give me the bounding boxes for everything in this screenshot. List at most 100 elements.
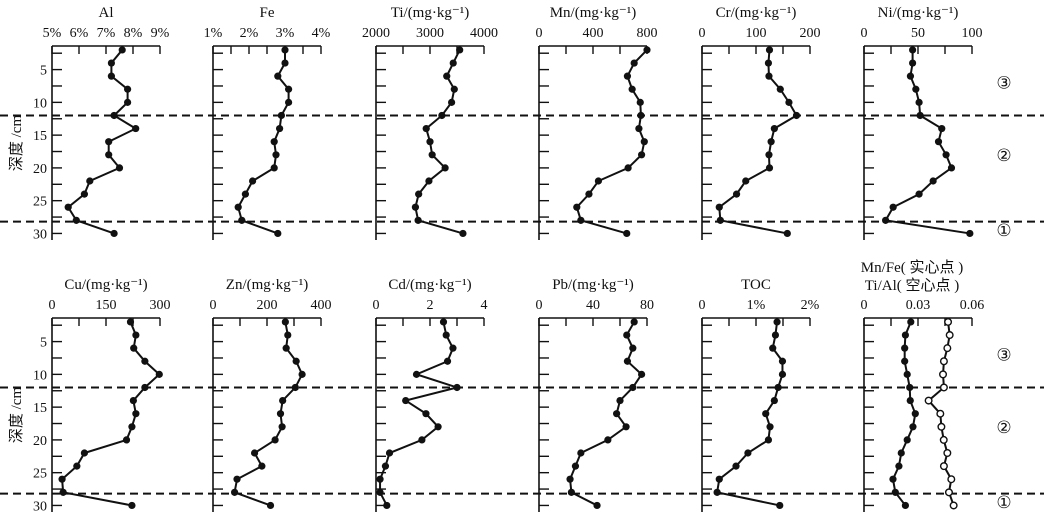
- x-tick-label: 0.03: [906, 298, 931, 313]
- data-point: [909, 59, 917, 67]
- y-tick-label: 30: [33, 499, 47, 514]
- data-point: [628, 85, 636, 93]
- series-line: [233, 321, 304, 507]
- data-point-open: [949, 501, 958, 510]
- x-tick-label: 0: [536, 298, 543, 313]
- series-line: [884, 49, 970, 235]
- data-point: [118, 46, 126, 54]
- data-point: [637, 111, 645, 120]
- data-point: [422, 124, 430, 133]
- series-line: [66, 49, 138, 235]
- x-tick-label: 2%: [801, 298, 820, 313]
- data-point: [443, 72, 451, 80]
- data-point: [425, 177, 433, 185]
- x-tick-label: 0: [373, 298, 380, 313]
- data-point: [624, 164, 632, 172]
- data-point: [566, 475, 574, 483]
- data-point: [105, 138, 113, 146]
- data-point-open: [939, 462, 948, 471]
- data-point: [412, 370, 421, 378]
- data-point: [765, 46, 774, 54]
- data-point: [284, 331, 292, 339]
- data-point: [778, 357, 787, 365]
- panel-cd: 0 2 4 Cd/(mg·kg⁻¹): [373, 277, 488, 512]
- data-point: [911, 410, 919, 418]
- data-point-open: [943, 344, 952, 353]
- data-point: [571, 462, 580, 470]
- data-point-open: [937, 422, 946, 431]
- data-point: [129, 396, 137, 405]
- x-tick-label: 6%: [70, 26, 89, 41]
- data-point: [266, 501, 275, 510]
- panel-title-2: Ti/Al( 空心点 ): [865, 277, 959, 294]
- panel-al: 5% 6% 7% 8% 9% Al: [43, 5, 170, 240]
- x-tick-label: 7%: [97, 26, 116, 41]
- data-point: [115, 164, 124, 172]
- data-point: [882, 216, 890, 224]
- x-tick-label: 800: [637, 26, 658, 41]
- data-point: [771, 331, 780, 339]
- data-point: [715, 475, 723, 483]
- series-line: [718, 49, 798, 235]
- data-point: [764, 436, 773, 444]
- data-point: [281, 318, 289, 326]
- y-tick-label: 25: [33, 467, 47, 482]
- data-point: [434, 423, 442, 431]
- data-point: [241, 190, 249, 198]
- y-tick-label: 15: [33, 129, 47, 144]
- data-point: [86, 177, 94, 185]
- panel-mn-fe: 0 0.03 0.06 Mn/Fe( 实心点 )Ti/Al( 空心点 ): [861, 259, 985, 512]
- panel-title: TOC: [741, 277, 771, 293]
- data-point: [285, 98, 293, 106]
- panel-title: Zn/(mg·kg⁻¹): [226, 277, 308, 293]
- x-tick-label: 0: [699, 298, 706, 313]
- data-point: [298, 370, 306, 378]
- data-point: [441, 164, 449, 172]
- data-point: [271, 436, 279, 444]
- data-point: [889, 475, 897, 483]
- data-point: [270, 138, 278, 146]
- data-point: [770, 396, 778, 405]
- x-tick-label: 0.06: [960, 298, 985, 313]
- data-point: [966, 229, 974, 238]
- x-tick-label: 0: [699, 26, 706, 41]
- x-tick-label: 5%: [43, 26, 62, 41]
- y-tick-label: 25: [33, 195, 47, 210]
- data-point: [376, 488, 384, 496]
- data-point: [442, 331, 450, 339]
- data-point: [128, 501, 136, 510]
- x-tick-label: 4000: [470, 26, 498, 41]
- series-line: [414, 49, 464, 235]
- data-point: [744, 449, 752, 457]
- data-point: [107, 59, 115, 67]
- data-point: [250, 449, 259, 457]
- x-tick-label: 200: [800, 26, 821, 41]
- data-point: [411, 203, 420, 211]
- y-tick-label: 5: [40, 64, 47, 79]
- data-point: [638, 151, 646, 159]
- data-point: [629, 383, 637, 392]
- data-point: [776, 501, 784, 510]
- data-point: [785, 98, 793, 106]
- data-point: [889, 203, 897, 211]
- data-point: [942, 151, 950, 159]
- data-point: [616, 396, 624, 405]
- y-tick-label: 20: [33, 162, 47, 177]
- data-point: [765, 164, 774, 172]
- data-point: [414, 216, 422, 224]
- data-point: [629, 344, 637, 352]
- data-point: [640, 138, 648, 146]
- data-point: [73, 462, 81, 470]
- data-point: [604, 436, 612, 444]
- y-tick-label: 20: [33, 434, 47, 449]
- series-line: [61, 321, 161, 507]
- zone-label: ②: [996, 418, 1011, 437]
- data-point: [765, 151, 773, 159]
- panel-title: Mn/Fe( 实心点 ): [861, 259, 964, 276]
- data-point: [594, 177, 603, 185]
